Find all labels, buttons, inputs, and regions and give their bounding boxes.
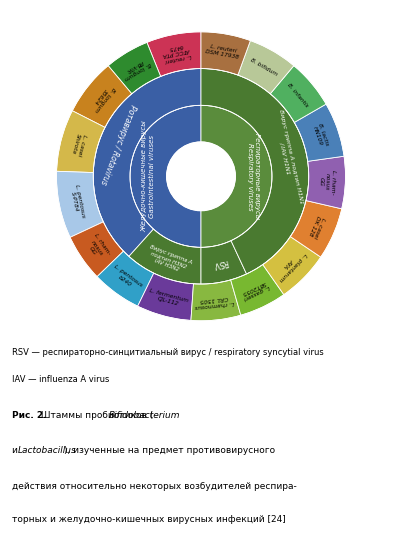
Polygon shape	[262, 236, 320, 295]
Text: L. rham-
nosus
GG: L. rham- nosus GG	[317, 169, 335, 195]
Polygon shape	[97, 251, 154, 306]
Polygon shape	[190, 280, 240, 321]
Text: L. gasseri
SBT2055: L. gasseri SBT2055	[240, 279, 269, 301]
Polygon shape	[200, 241, 246, 284]
Text: RSV: RSV	[211, 257, 228, 269]
Polygon shape	[72, 66, 132, 127]
Polygon shape	[230, 264, 283, 315]
Text: L. reuteri
DSM 17938: L. reuteri DSM 17938	[205, 44, 240, 61]
Circle shape	[166, 142, 235, 210]
Polygon shape	[93, 68, 200, 256]
Polygon shape	[294, 104, 343, 161]
Polygon shape	[129, 229, 200, 284]
Text: Штаммы пробиотиков (: Штаммы пробиотиков (	[38, 410, 153, 420]
Text: Вирус гриппа А
подтип H3N2
IAV H3N2: Вирус гриппа А подтип H3N2 IAV H3N2	[145, 244, 192, 276]
Text: L. pentosus
S-PT84: L. pentosus S-PT84	[69, 184, 86, 219]
Text: Lactobacillus: Lactobacillus	[18, 446, 77, 455]
Polygon shape	[305, 156, 344, 209]
Text: торных и желудочно-кишечных вирусных инфекций [24]: торных и желудочно-кишечных вирусных инф…	[12, 515, 285, 525]
Text: L. rham-
nosus
GG: L. rham- nosus GG	[83, 233, 111, 263]
Polygon shape	[290, 201, 341, 257]
Text: B. longum
35624: B. longum 35624	[89, 83, 115, 113]
Polygon shape	[200, 32, 250, 75]
Text: B. infantis: B. infantis	[286, 82, 308, 108]
Text: L. pentosus
b240: L. pentosus b240	[110, 264, 143, 293]
Text: B. lactis
HN109: B. lactis HN109	[311, 122, 328, 148]
Text: B. longum
PB-VIR: B. longum PB-VIR	[120, 56, 151, 80]
Polygon shape	[108, 42, 160, 94]
Polygon shape	[130, 105, 200, 247]
Polygon shape	[200, 68, 308, 274]
Text: Bifidobacterium: Bifidobacterium	[108, 410, 180, 420]
Text: L. casei
DK 128: L. casei DK 128	[306, 214, 325, 239]
Text: ), изученные на предмет противовирусного: ), изученные на предмет противовирусного	[64, 446, 275, 455]
Polygon shape	[70, 222, 123, 277]
Polygon shape	[200, 105, 271, 247]
Text: действия относительно некоторых возбудителей респира-: действия относительно некоторых возбудит…	[12, 482, 296, 491]
Text: L. casei
Shirota: L. casei Shirota	[71, 133, 87, 157]
Text: и: и	[12, 446, 21, 455]
Text: Ротавирус / Rotavirus: Ротавирус / Rotavirus	[98, 103, 137, 186]
Text: Респираторные вирусы
Respiratory viruses: Респираторные вирусы Respiratory viruses	[247, 133, 259, 219]
Text: Вирус гриппа А подтип H1N1
/ IAV H1N1: Вирус гриппа А подтип H1N1 / IAV H1N1	[272, 109, 303, 206]
Text: B. bifidum: B. bifidum	[249, 57, 277, 77]
Polygon shape	[269, 66, 325, 122]
Polygon shape	[57, 111, 105, 172]
Polygon shape	[57, 171, 103, 237]
Text: RSV — респираторно-синцитиальный вирус / respiratory syncytial virus: RSV — респираторно-синцитиальный вирус /…	[12, 348, 323, 357]
Polygon shape	[137, 273, 193, 321]
Text: L. rhamnosus
CRL 1505: L. rhamnosus CRL 1505	[193, 294, 234, 309]
Text: IAV — influenza A virus: IAV — influenza A virus	[12, 375, 109, 384]
Polygon shape	[146, 32, 200, 77]
Text: L. fermentum
CJL-112: L. fermentum CJL-112	[147, 288, 188, 309]
Text: L. plantarum
AYA: L. plantarum AYA	[273, 247, 307, 282]
Text: Желудочно-кишечные вирусы
Gastrointestinal viruses: Желудочно-кишечные вирусы Gastrointestin…	[142, 121, 154, 232]
Text: L. reuteri
ATCC PTA
6475: L. reuteri ATCC PTA 6475	[161, 42, 192, 63]
Polygon shape	[237, 41, 293, 94]
Text: Рис. 2.: Рис. 2.	[12, 410, 47, 420]
